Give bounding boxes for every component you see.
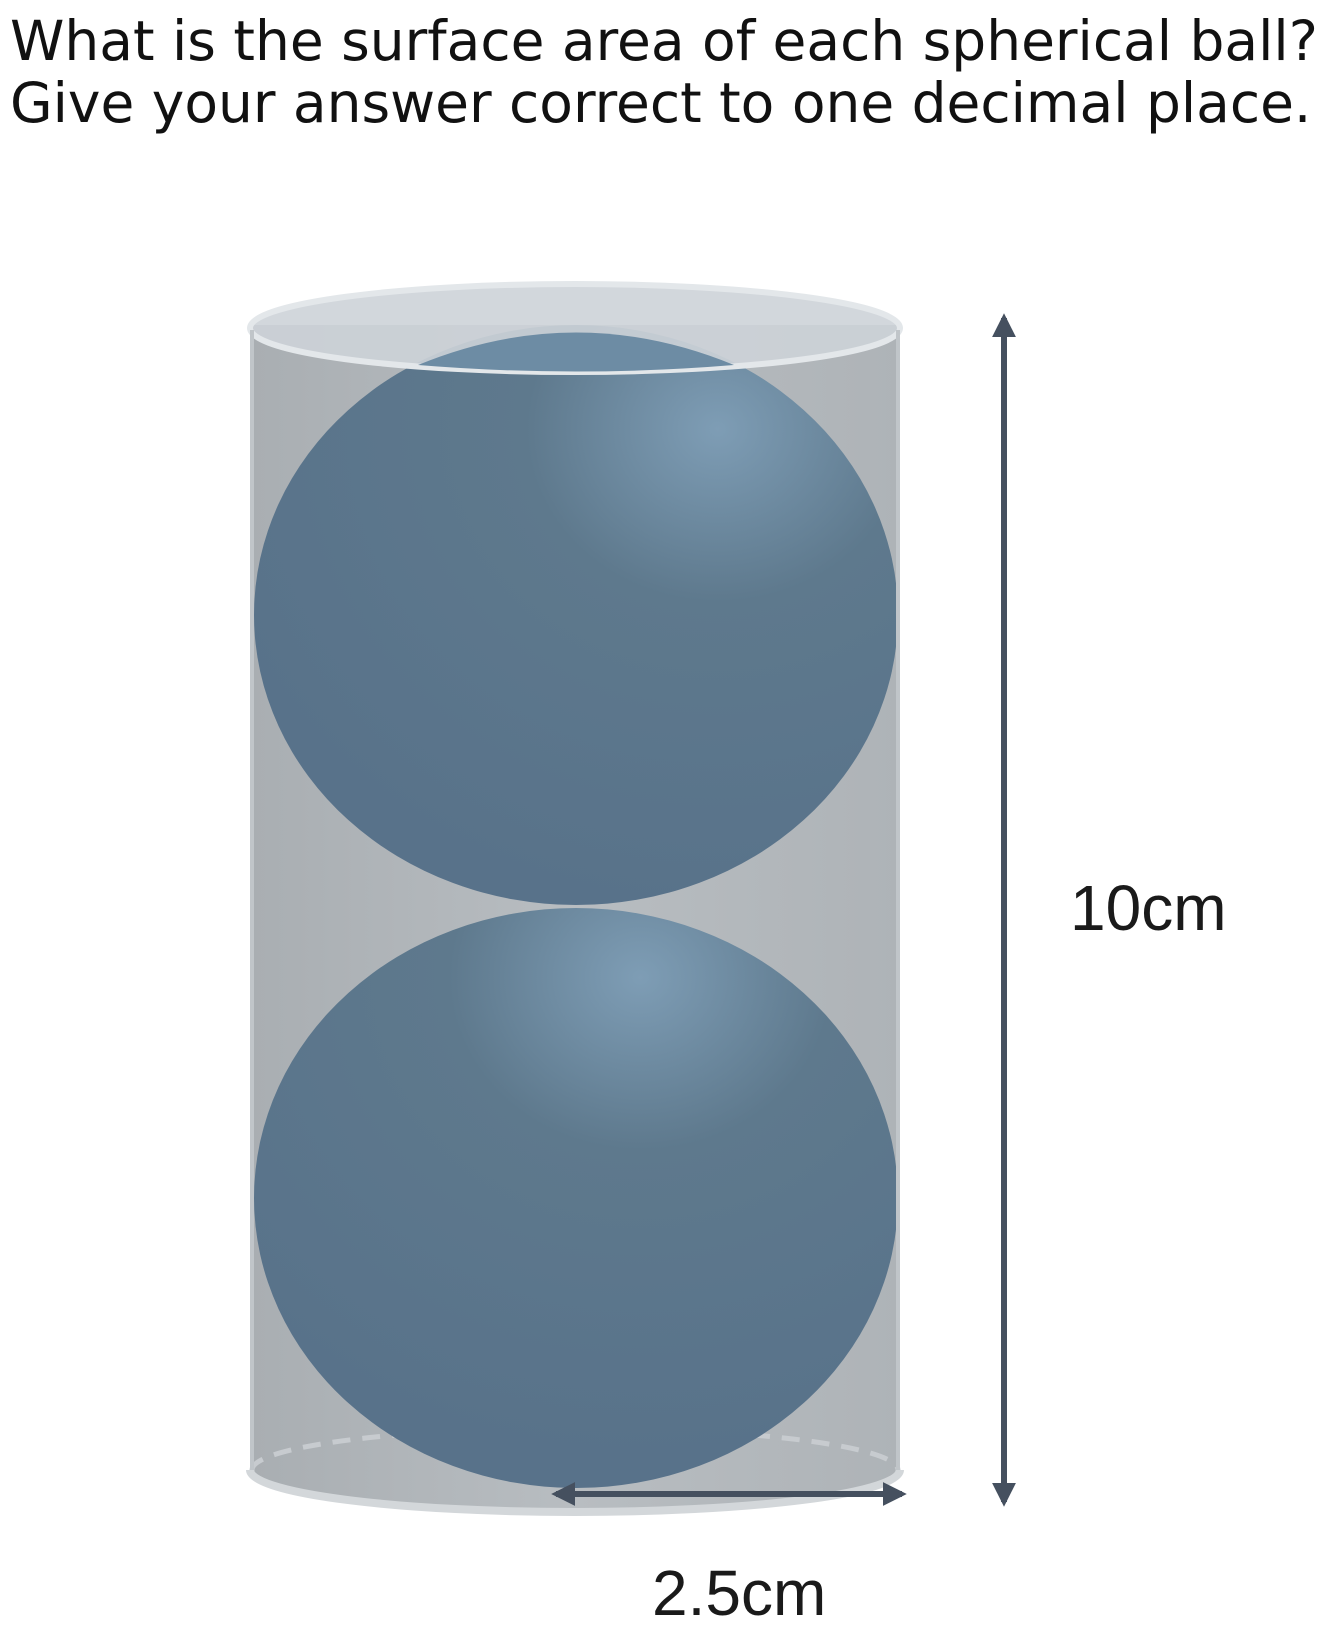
upper-sphere bbox=[254, 325, 898, 905]
cylinder-top-rim bbox=[247, 281, 903, 375]
question-line-1: What is the surface area of each spheric… bbox=[10, 9, 1318, 73]
sphere-top-cap bbox=[418, 332, 734, 372]
question-text: What is the surface area of each spheric… bbox=[10, 10, 1318, 134]
radius-label: 2.5cm bbox=[652, 1557, 826, 1629]
question-line-2: Give your answer correct to one decimal … bbox=[10, 71, 1312, 135]
lower-sphere bbox=[254, 908, 898, 1488]
height-label: 10cm bbox=[1070, 872, 1227, 944]
